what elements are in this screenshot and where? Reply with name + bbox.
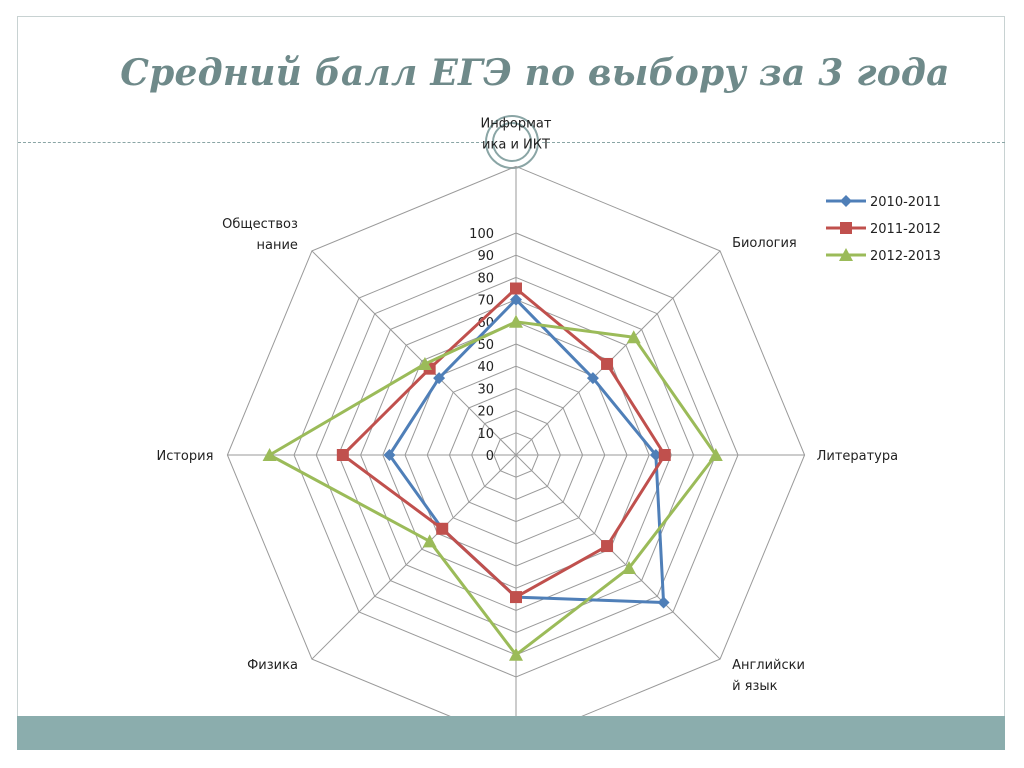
data-point: [510, 293, 522, 306]
category-label: Литература: [817, 449, 899, 464]
data-point: [708, 448, 723, 461]
legend-item: 2010-2011: [826, 195, 941, 210]
data-point: [601, 357, 614, 370]
data-point: [510, 282, 522, 295]
data-point: [658, 449, 671, 461]
radar-axis-line: [515, 454, 721, 660]
data-point: [417, 356, 432, 370]
data-point: [657, 596, 670, 609]
tick-label: 100: [469, 227, 494, 242]
footer-bar: [17, 716, 1005, 750]
legend-label: 2010-2011: [870, 195, 941, 210]
category-labels: Информат ика и ИКТ Биология Литература Англи…: [156, 116, 899, 694]
tick-label: 40: [477, 360, 494, 375]
data-point: [840, 222, 852, 234]
tick-label: 50: [477, 338, 494, 353]
radar-axis-line: [311, 250, 517, 456]
data-point: [601, 540, 614, 553]
series-line: [387, 298, 666, 605]
data-point: [336, 449, 349, 461]
category-label: История: [156, 449, 213, 464]
tick-label: 70: [477, 294, 494, 309]
title-divider-left: [18, 142, 484, 143]
tick-label: 10: [477, 427, 494, 442]
tick-label: 20: [477, 405, 494, 420]
category-label: Английски й язык: [732, 658, 805, 694]
data-point: [436, 522, 449, 535]
title-divider-right: [542, 142, 1005, 143]
radar-axis-line: [311, 454, 517, 660]
slide-title: Средний балл ЕГЭ по выбору за 3 года: [120, 52, 950, 94]
legend-label: 2012-2013: [870, 249, 941, 264]
tick-label: 80: [477, 271, 494, 286]
legend-item: 2012-2013: [826, 248, 941, 264]
series-2011-2012: [336, 282, 671, 604]
data-point: [586, 372, 599, 385]
data-point: [840, 195, 852, 207]
category-label: Обществоз нание: [222, 217, 298, 253]
category-label: Биология: [732, 236, 797, 251]
tick-label: 30: [477, 382, 494, 397]
series-layer: [262, 282, 723, 661]
data-point: [433, 372, 446, 385]
data-point: [262, 448, 277, 461]
data-point: [839, 248, 853, 261]
data-point: [509, 314, 523, 328]
series-2012-2013: [262, 314, 723, 661]
tick-label: 90: [477, 249, 494, 264]
data-point: [509, 647, 523, 661]
data-point: [510, 591, 522, 604]
legend: 2010-2011 2011-2012 2012-2013: [826, 195, 941, 264]
data-point: [383, 449, 396, 461]
legend-label: 2011-2012: [870, 222, 941, 237]
data-point: [422, 534, 437, 548]
data-point: [622, 561, 637, 575]
tick-label: 0: [486, 449, 494, 464]
data-point: [626, 330, 641, 344]
legend-item: 2011-2012: [826, 222, 941, 237]
radar-axis-line: [515, 250, 721, 456]
category-label: Информат ика и ИКТ: [481, 116, 552, 152]
category-label: Физика: [247, 658, 298, 673]
